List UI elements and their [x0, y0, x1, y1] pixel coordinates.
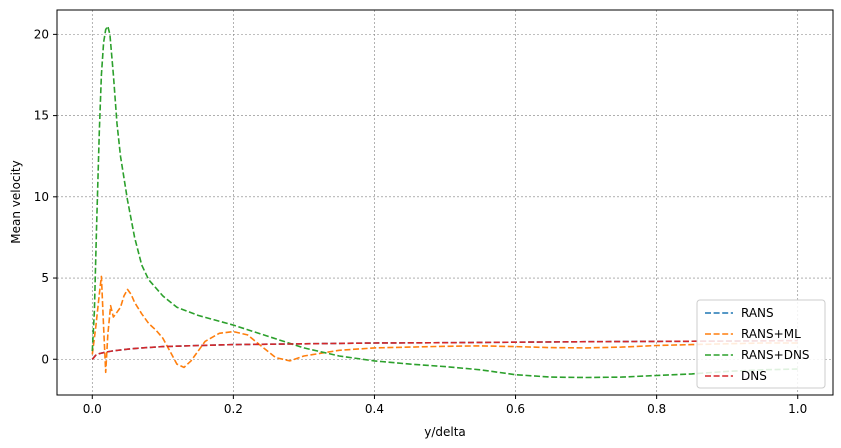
- x-tick-label: 0.2: [224, 402, 243, 416]
- legend-label: RANS: [741, 306, 774, 320]
- series-line-rans-plus-ml: [91, 275, 798, 374]
- x-axis-label: y/delta: [424, 425, 466, 439]
- y-tick-label: 20: [34, 27, 49, 41]
- legend-label: RANS+DNS: [741, 348, 810, 362]
- y-tick-label: 0: [41, 352, 49, 366]
- x-tick-label: 0.0: [83, 402, 102, 416]
- plot-frame: [56, 9, 834, 396]
- y-axis-label: Mean velocity: [9, 160, 23, 243]
- x-tick-label: 0.6: [506, 402, 525, 416]
- x-axis-ticks: 0.0 0.2 0.4 0.6 0.8 1.0: [83, 395, 807, 416]
- x-tick-label: 1.0: [788, 402, 807, 416]
- y-tick-label: 10: [34, 190, 49, 204]
- legend-label: RANS+ML: [741, 327, 801, 341]
- grid-lines: [57, 10, 833, 395]
- y-tick-label: 5: [41, 271, 49, 285]
- series-line-dns: [91, 339, 798, 360]
- y-axis-ticks: 0 5 10 15 20: [34, 27, 57, 366]
- y-tick-label: 15: [34, 109, 49, 123]
- legend: RANS RANS+ML RANS+DNS DNS: [696, 299, 826, 389]
- legend-box: [696, 299, 826, 389]
- x-tick-label: 0.4: [365, 402, 384, 416]
- legend-label: DNS: [741, 369, 767, 383]
- series-layer: [91, 25, 798, 379]
- x-tick-label: 0.8: [647, 402, 666, 416]
- series-line-rans-plus-dns: [91, 25, 798, 379]
